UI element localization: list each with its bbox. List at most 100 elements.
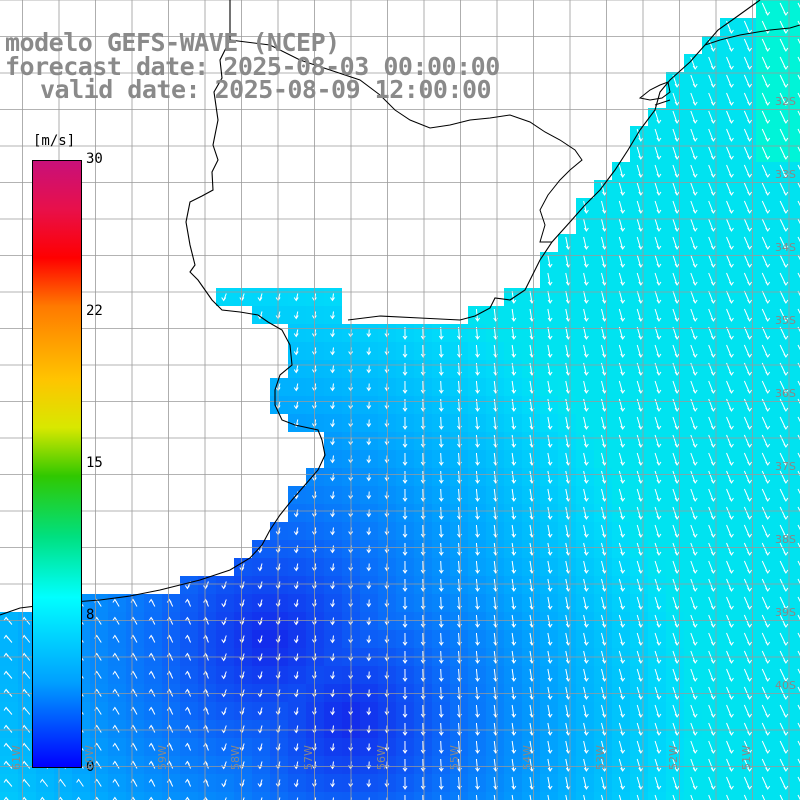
wind-arrow bbox=[672, 578, 680, 592]
wind-arrow bbox=[618, 758, 626, 772]
wind-cell bbox=[522, 792, 540, 800]
wind-arrow bbox=[547, 272, 553, 286]
wind-arrow bbox=[402, 614, 408, 628]
wind-arrow bbox=[690, 56, 698, 70]
wind-arrow bbox=[600, 182, 607, 196]
wind-arrow bbox=[761, 2, 771, 16]
wind-arrow bbox=[166, 760, 174, 769]
wind-arrow bbox=[743, 452, 753, 466]
wind-arrow bbox=[672, 398, 680, 412]
wind-arrow bbox=[185, 616, 192, 625]
wind-cell bbox=[792, 414, 800, 432]
wind-arrow bbox=[547, 290, 553, 304]
colorbar-label-15: 15 bbox=[86, 455, 103, 471]
wind-arrow bbox=[761, 596, 771, 610]
wind-cell bbox=[486, 792, 504, 800]
wind-arrow bbox=[779, 722, 789, 736]
wind-arrow bbox=[636, 200, 644, 214]
wind-arrow bbox=[293, 401, 299, 410]
wind-arrow bbox=[779, 110, 789, 124]
wind-arrow bbox=[708, 722, 716, 736]
wind-arrow bbox=[761, 344, 771, 358]
wind-cell bbox=[792, 252, 800, 270]
wind-arrow bbox=[672, 470, 680, 484]
wind-arrow bbox=[708, 110, 716, 124]
wind-arrow bbox=[708, 542, 716, 556]
wind-arrow bbox=[475, 506, 480, 520]
wind-arrow bbox=[565, 452, 571, 466]
wind-arrow bbox=[726, 668, 734, 682]
wind-arrow bbox=[257, 563, 263, 572]
wind-arrow bbox=[185, 760, 192, 769]
wind-arrow bbox=[636, 596, 644, 610]
wind-arrow bbox=[583, 434, 589, 448]
wind-arrow bbox=[257, 689, 263, 698]
wind-arrow bbox=[761, 146, 771, 160]
wind-arrow bbox=[690, 560, 698, 574]
wind-arrow bbox=[672, 92, 680, 106]
wind-arrow bbox=[761, 164, 771, 178]
wind-arrow bbox=[708, 452, 716, 466]
wind-arrow bbox=[726, 560, 734, 574]
wind-cell bbox=[792, 468, 800, 486]
wind-arrow bbox=[654, 164, 662, 178]
wind-arrow bbox=[583, 632, 589, 646]
wind-arrow bbox=[422, 794, 424, 800]
wind-arrow bbox=[672, 416, 680, 430]
wind-arrow bbox=[384, 725, 390, 734]
wind-arrow bbox=[690, 128, 698, 142]
wind-arrow bbox=[797, 326, 800, 333]
wind-cell bbox=[324, 792, 342, 800]
wind-arrow bbox=[797, 488, 800, 495]
wind-arrow bbox=[511, 578, 517, 592]
wind-arrow bbox=[565, 308, 571, 322]
wind-arrow bbox=[257, 581, 263, 590]
wind-arrow bbox=[797, 272, 800, 279]
wind-arrow bbox=[565, 722, 571, 736]
wind-arrow bbox=[511, 740, 517, 754]
wind-cell bbox=[792, 270, 800, 288]
wind-arrow bbox=[565, 776, 571, 790]
wind-arrow bbox=[708, 308, 716, 322]
wind-arrow bbox=[636, 578, 644, 592]
wind-arrow bbox=[690, 794, 694, 800]
wind-arrow bbox=[779, 470, 789, 484]
wind-arrow bbox=[779, 434, 789, 448]
wind-cell bbox=[198, 792, 216, 800]
wind-arrow bbox=[583, 470, 589, 484]
wind-cell bbox=[792, 216, 800, 234]
wind-arrow bbox=[743, 200, 753, 214]
wind-arrow bbox=[600, 722, 607, 736]
wind-arrow bbox=[3, 616, 13, 625]
wind-arrow bbox=[726, 740, 734, 754]
wind-arrow bbox=[618, 542, 626, 556]
wind-arrow bbox=[148, 616, 156, 625]
wind-arrow bbox=[690, 704, 698, 718]
wind-arrow bbox=[185, 598, 192, 607]
wind-arrow bbox=[420, 380, 426, 394]
wind-arrow bbox=[565, 236, 571, 250]
wind-arrow bbox=[779, 398, 789, 412]
wind-cell bbox=[0, 792, 18, 800]
wind-arrow bbox=[221, 617, 227, 626]
wind-arrow bbox=[529, 794, 532, 800]
colorbar-label-22: 22 bbox=[86, 303, 103, 319]
wind-arrow bbox=[547, 452, 553, 466]
wind-arrow bbox=[583, 254, 589, 268]
border-line-3 bbox=[704, 24, 800, 46]
lon-label: 53W bbox=[594, 745, 607, 770]
wind-arrow bbox=[708, 668, 716, 682]
wind-cell bbox=[702, 792, 720, 800]
wind-arrow bbox=[384, 401, 390, 410]
wind-arrow bbox=[761, 632, 771, 646]
wind-arrow bbox=[76, 778, 84, 787]
wind-arrow bbox=[797, 542, 800, 549]
wind-arrow bbox=[384, 419, 390, 428]
wind-arrow bbox=[654, 668, 662, 682]
wind-arrow bbox=[511, 308, 517, 322]
wind-arrow bbox=[672, 164, 680, 178]
wind-arrow bbox=[438, 560, 444, 574]
wind-arrow bbox=[3, 670, 13, 679]
wind-arrow bbox=[761, 668, 771, 682]
wind-arrow bbox=[797, 794, 800, 800]
